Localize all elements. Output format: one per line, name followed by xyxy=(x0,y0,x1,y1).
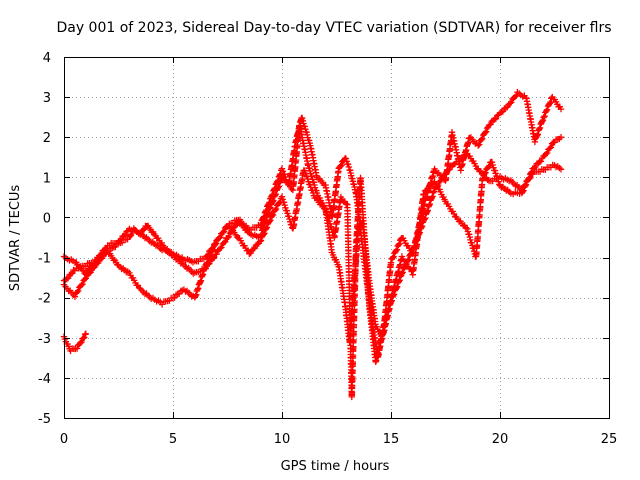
y-axis-label: SDTVAR / TECUs xyxy=(8,185,23,292)
chart-title: Day 001 of 2023, Sidereal Day-to-day VTE… xyxy=(56,20,611,36)
y-tick-labels: -5 -4 -3 -2 -1 0 1 2 3 4 xyxy=(38,51,51,427)
x-tick-label: 20 xyxy=(492,432,509,447)
y-tick-label: 4 xyxy=(43,51,51,66)
x-tick-labels: 0 5 10 15 20 25 xyxy=(60,432,617,447)
y-tick-label: 1 xyxy=(43,171,51,186)
y-tick-label: 2 xyxy=(43,131,51,146)
x-tick-label: 10 xyxy=(274,432,291,447)
y-tick-label: -2 xyxy=(38,292,51,307)
y-tick-label: -5 xyxy=(38,412,51,427)
x-tick-label: 25 xyxy=(601,432,618,447)
y-tick-label: 3 xyxy=(43,91,51,106)
y-tick-label: -3 xyxy=(38,332,51,347)
x-axis-label: GPS time / hours xyxy=(281,459,390,474)
plot-frame xyxy=(64,57,610,419)
x-tick-label: 0 xyxy=(60,432,68,447)
y-tick-label: -4 xyxy=(38,372,51,387)
y-tick-label: 0 xyxy=(43,211,51,226)
x-tick-label: 5 xyxy=(169,432,177,447)
x-tick-label: 15 xyxy=(383,432,400,447)
y-tick-label: -1 xyxy=(38,252,51,267)
axis-ticks xyxy=(64,57,610,419)
